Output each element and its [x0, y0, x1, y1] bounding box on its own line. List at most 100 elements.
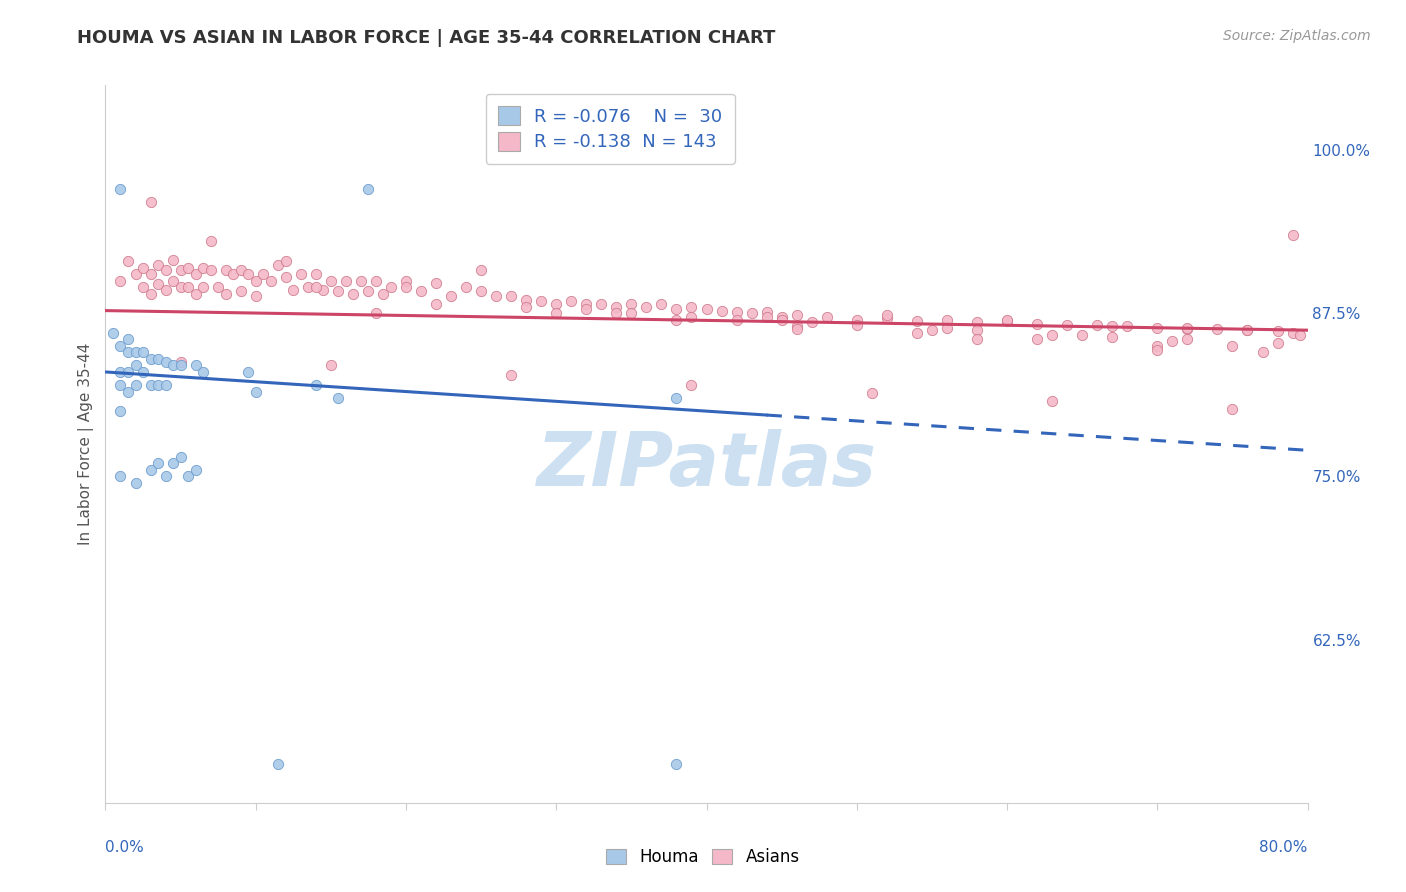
- Point: [546, 297, 568, 311]
- Point: [214, 263, 236, 277]
- Point: [815, 310, 838, 325]
- Point: [936, 320, 959, 334]
- Legend: R = -0.076    N =  30, R = -0.138  N = 143: R = -0.076 N = 30, R = -0.138 N = 143: [485, 94, 735, 164]
- Text: Source: ZipAtlas.com: Source: ZipAtlas.com: [1223, 29, 1371, 43]
- Point: [132, 345, 155, 359]
- Point: [1236, 323, 1258, 337]
- Point: [124, 359, 146, 373]
- Point: [1267, 336, 1289, 351]
- Point: [274, 269, 297, 284]
- Point: [741, 306, 763, 320]
- Point: [1251, 345, 1274, 359]
- Point: [146, 351, 169, 366]
- Point: [328, 284, 350, 298]
- Point: [305, 267, 328, 281]
- Point: [177, 260, 200, 275]
- Point: [146, 378, 169, 392]
- Point: [274, 254, 297, 268]
- Point: [845, 318, 868, 332]
- Point: [681, 310, 703, 325]
- Point: [1026, 317, 1049, 331]
- Point: [681, 300, 703, 314]
- Point: [162, 274, 184, 288]
- Point: [1267, 325, 1289, 339]
- Point: [786, 322, 808, 336]
- Point: [184, 286, 207, 301]
- Point: [876, 311, 898, 326]
- Text: 80.0%: 80.0%: [1260, 840, 1308, 855]
- Point: [132, 280, 155, 294]
- Point: [470, 263, 492, 277]
- Point: [305, 280, 328, 294]
- Point: [1085, 318, 1108, 332]
- Point: [454, 280, 477, 294]
- Point: [620, 306, 643, 320]
- Point: [245, 274, 267, 288]
- Point: [110, 378, 132, 392]
- Point: [786, 319, 808, 334]
- Point: [1161, 334, 1184, 348]
- Point: [665, 302, 688, 317]
- Point: [665, 756, 688, 771]
- Point: [1222, 401, 1244, 416]
- Point: [501, 368, 523, 382]
- Point: [124, 475, 146, 490]
- Point: [515, 300, 537, 314]
- Point: [177, 469, 200, 483]
- Point: [305, 378, 328, 392]
- Point: [1289, 328, 1312, 343]
- Point: [425, 297, 447, 311]
- Point: [560, 294, 582, 309]
- Text: ZIPatlas: ZIPatlas: [537, 429, 876, 502]
- Point: [1040, 393, 1063, 408]
- Point: [267, 258, 290, 272]
- Point: [117, 365, 139, 379]
- Point: [1071, 328, 1094, 343]
- Point: [605, 306, 627, 320]
- Point: [139, 351, 162, 366]
- Point: [110, 274, 132, 288]
- Point: [312, 283, 335, 297]
- Point: [364, 274, 387, 288]
- Point: [665, 391, 688, 405]
- Point: [260, 274, 283, 288]
- Point: [440, 289, 463, 303]
- Point: [1175, 322, 1198, 336]
- Point: [1281, 326, 1303, 340]
- Point: [245, 289, 267, 303]
- Point: [177, 280, 200, 294]
- Point: [1101, 319, 1123, 334]
- Point: [252, 267, 274, 281]
- Y-axis label: In Labor Force | Age 35-44: In Labor Force | Age 35-44: [79, 343, 94, 545]
- Point: [155, 354, 177, 368]
- Point: [1236, 323, 1258, 337]
- Point: [1146, 320, 1168, 334]
- Legend: Houma, Asians: Houma, Asians: [599, 842, 807, 873]
- Point: [364, 306, 387, 320]
- Point: [132, 260, 155, 275]
- Point: [342, 286, 364, 301]
- Point: [665, 312, 688, 326]
- Point: [184, 359, 207, 373]
- Point: [110, 365, 132, 379]
- Point: [184, 463, 207, 477]
- Point: [876, 308, 898, 322]
- Point: [155, 283, 177, 297]
- Point: [470, 284, 492, 298]
- Point: [297, 280, 319, 294]
- Point: [425, 276, 447, 290]
- Point: [139, 195, 162, 210]
- Point: [290, 267, 312, 281]
- Point: [110, 404, 132, 418]
- Point: [162, 359, 184, 373]
- Point: [800, 315, 823, 329]
- Point: [966, 315, 988, 329]
- Point: [591, 297, 613, 311]
- Point: [546, 306, 568, 320]
- Point: [132, 365, 155, 379]
- Point: [267, 756, 290, 771]
- Point: [636, 300, 658, 314]
- Point: [373, 286, 395, 301]
- Point: [207, 280, 229, 294]
- Point: [380, 280, 402, 294]
